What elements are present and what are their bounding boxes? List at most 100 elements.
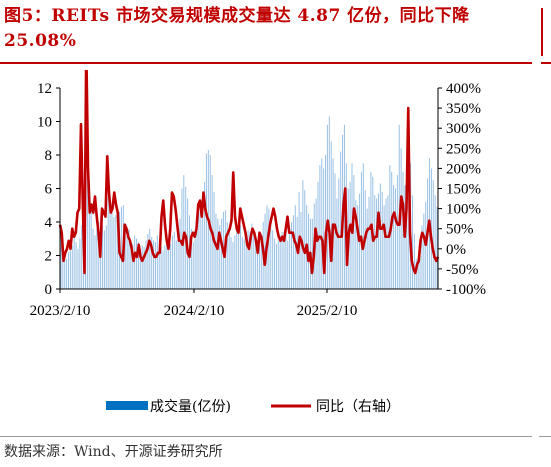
volume-bar <box>60 228 62 289</box>
volume-bar <box>124 223 126 289</box>
volume-bar <box>315 198 317 289</box>
yoy-line-group <box>58 70 440 275</box>
x-tick-label: 2025/2/10 <box>297 303 358 319</box>
volume-bar <box>411 195 414 289</box>
volume-bar <box>253 230 255 290</box>
volume-bar <box>171 235 173 289</box>
volume-bar <box>120 206 122 289</box>
volume-bar <box>204 181 206 289</box>
volume-bar <box>160 247 162 290</box>
volume-bar <box>381 191 383 289</box>
volume-bar <box>205 153 207 289</box>
volume-bar <box>325 155 327 289</box>
volume-bar <box>368 196 370 290</box>
volume-bar <box>192 242 194 289</box>
volume-bar <box>62 252 64 289</box>
volume-bar <box>311 218 313 289</box>
volume-bar <box>168 248 170 289</box>
left-axis-ticks: 0 2 4 6 8 10 12 <box>37 81 60 298</box>
right-axis-ticks: -100% -50% 0% 50% 100% 150% 200% 250% 300% 350% 40… <box>438 81 486 298</box>
volume-bar <box>362 163 364 290</box>
volume-bar <box>128 228 130 289</box>
volume-bar <box>319 165 321 289</box>
volume-bar <box>232 242 234 289</box>
volume-bar <box>419 247 421 290</box>
volume-bar <box>200 208 202 289</box>
right-tick-label: -100% <box>446 282 486 298</box>
volume-bar <box>143 247 145 290</box>
volume-bar <box>291 222 293 289</box>
volume-bar <box>103 230 105 290</box>
volume-bar <box>272 230 274 290</box>
adjacent-page-title-mark <box>541 8 543 56</box>
volume-bar <box>130 242 132 289</box>
volume-bar <box>289 228 291 289</box>
volume-bar <box>105 225 107 289</box>
volume-bar <box>385 198 387 289</box>
volume-bar <box>71 245 73 289</box>
volume-bar <box>226 222 228 289</box>
right-tick-label: 0% <box>446 242 466 258</box>
volume-bar <box>383 205 385 289</box>
volume-bar <box>417 263 419 290</box>
volume-bar <box>294 205 296 289</box>
volume-bar <box>98 222 100 289</box>
volume-bar <box>258 242 260 289</box>
volume-bar <box>94 235 96 289</box>
title-divider <box>0 62 532 64</box>
volume-bar <box>336 198 338 289</box>
volume-bar <box>279 235 281 289</box>
volume-bar <box>90 208 92 289</box>
volume-bar <box>81 225 83 289</box>
axes <box>59 88 439 290</box>
right-tick-label: 50% <box>446 222 474 238</box>
volume-bar <box>357 205 359 289</box>
volume-bar <box>77 248 79 289</box>
volume-bar <box>304 190 306 289</box>
volume-bar <box>238 227 240 289</box>
left-tick-label: 0 <box>45 282 53 298</box>
volume-bar <box>398 124 400 289</box>
volume-bar <box>353 175 355 289</box>
left-tick-label: 8 <box>45 148 53 164</box>
volume-bar <box>415 258 417 289</box>
volume-bar <box>96 228 98 289</box>
volume-bar <box>366 208 368 289</box>
volume-bar <box>181 188 183 289</box>
volume-bar <box>302 180 304 289</box>
volume-bar <box>275 243 277 289</box>
volume-bar <box>338 178 340 289</box>
left-tick-label: 10 <box>37 115 52 131</box>
volume-bar <box>66 258 68 289</box>
volume-bar <box>326 124 328 289</box>
volume-bar <box>330 141 332 289</box>
volume-bar <box>393 185 395 289</box>
volume-bar <box>198 211 200 289</box>
legend-bar-swatch <box>106 401 148 410</box>
right-tick-label: 400% <box>446 81 481 97</box>
yoy-line <box>58 70 440 275</box>
volume-bar <box>69 250 71 289</box>
chart-title: 图5：REITs 市场交易规模成交量达 4.87 亿份，同比下降 25.08% <box>4 6 470 51</box>
volume-bar <box>230 237 232 289</box>
volume-bar <box>376 198 378 289</box>
chart: 0 2 4 6 8 10 12 -100% -50% 0% 50% 100% 150% 200% 250%… <box>30 70 486 415</box>
volume-bar <box>247 230 249 290</box>
volume-bar <box>115 215 117 289</box>
volume-bar <box>162 250 164 289</box>
volume-bar <box>377 193 379 289</box>
volume-bar <box>434 195 436 289</box>
volume-bar <box>75 242 77 289</box>
adjacent-page-rule <box>541 62 551 64</box>
volume-bar <box>394 188 396 289</box>
source-note: 数据来源：Wind、开源证券研究所 <box>4 444 223 460</box>
volume-bar <box>217 218 219 289</box>
volume-bar <box>321 158 323 289</box>
volume-bar <box>170 243 172 289</box>
x-axis-ticks: 2023/2/10 2024/2/10 2025/2/10 <box>30 289 358 319</box>
volume-bar <box>147 233 149 289</box>
volume-bar <box>268 208 270 289</box>
volume-bar <box>137 242 139 289</box>
volume-bar <box>126 235 128 289</box>
volume-bar <box>274 238 276 289</box>
